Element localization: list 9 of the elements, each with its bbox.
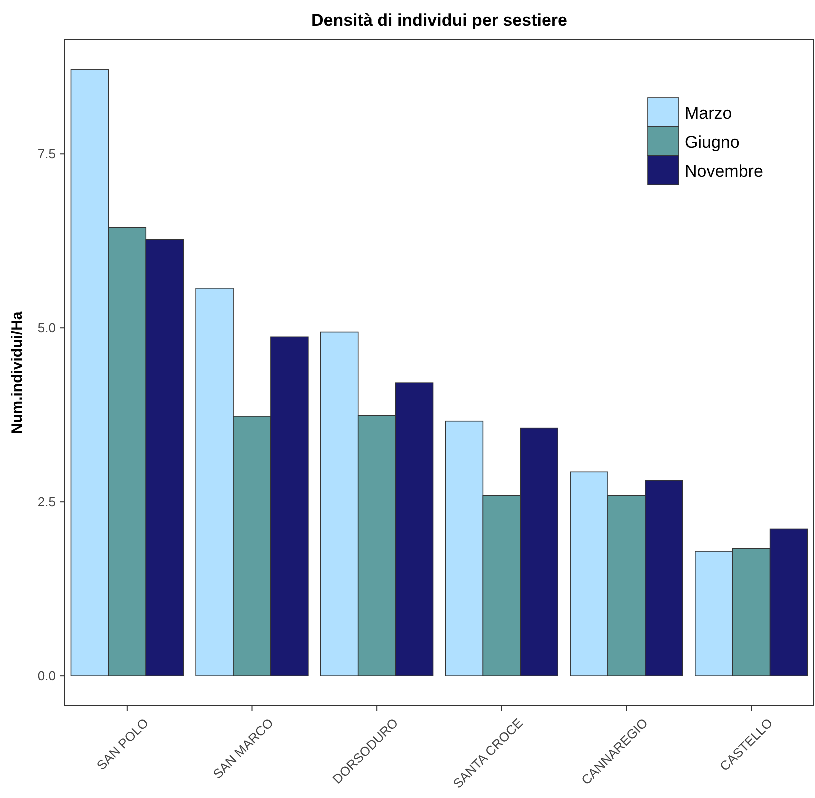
legend-label: Marzo bbox=[685, 104, 732, 123]
y-axis-title: Num.individui/Ha bbox=[9, 311, 26, 434]
y-tick-label: 0.0 bbox=[38, 668, 56, 684]
y-tick-label: 5.0 bbox=[38, 320, 56, 336]
legend-label: Giugno bbox=[685, 132, 740, 152]
legend-label: Novembre bbox=[685, 162, 764, 181]
chart-title: Densità di individui per sestiere bbox=[311, 11, 568, 30]
y-tick-label: 7.5 bbox=[38, 146, 56, 162]
y-tick-label: 2.5 bbox=[38, 494, 56, 510]
